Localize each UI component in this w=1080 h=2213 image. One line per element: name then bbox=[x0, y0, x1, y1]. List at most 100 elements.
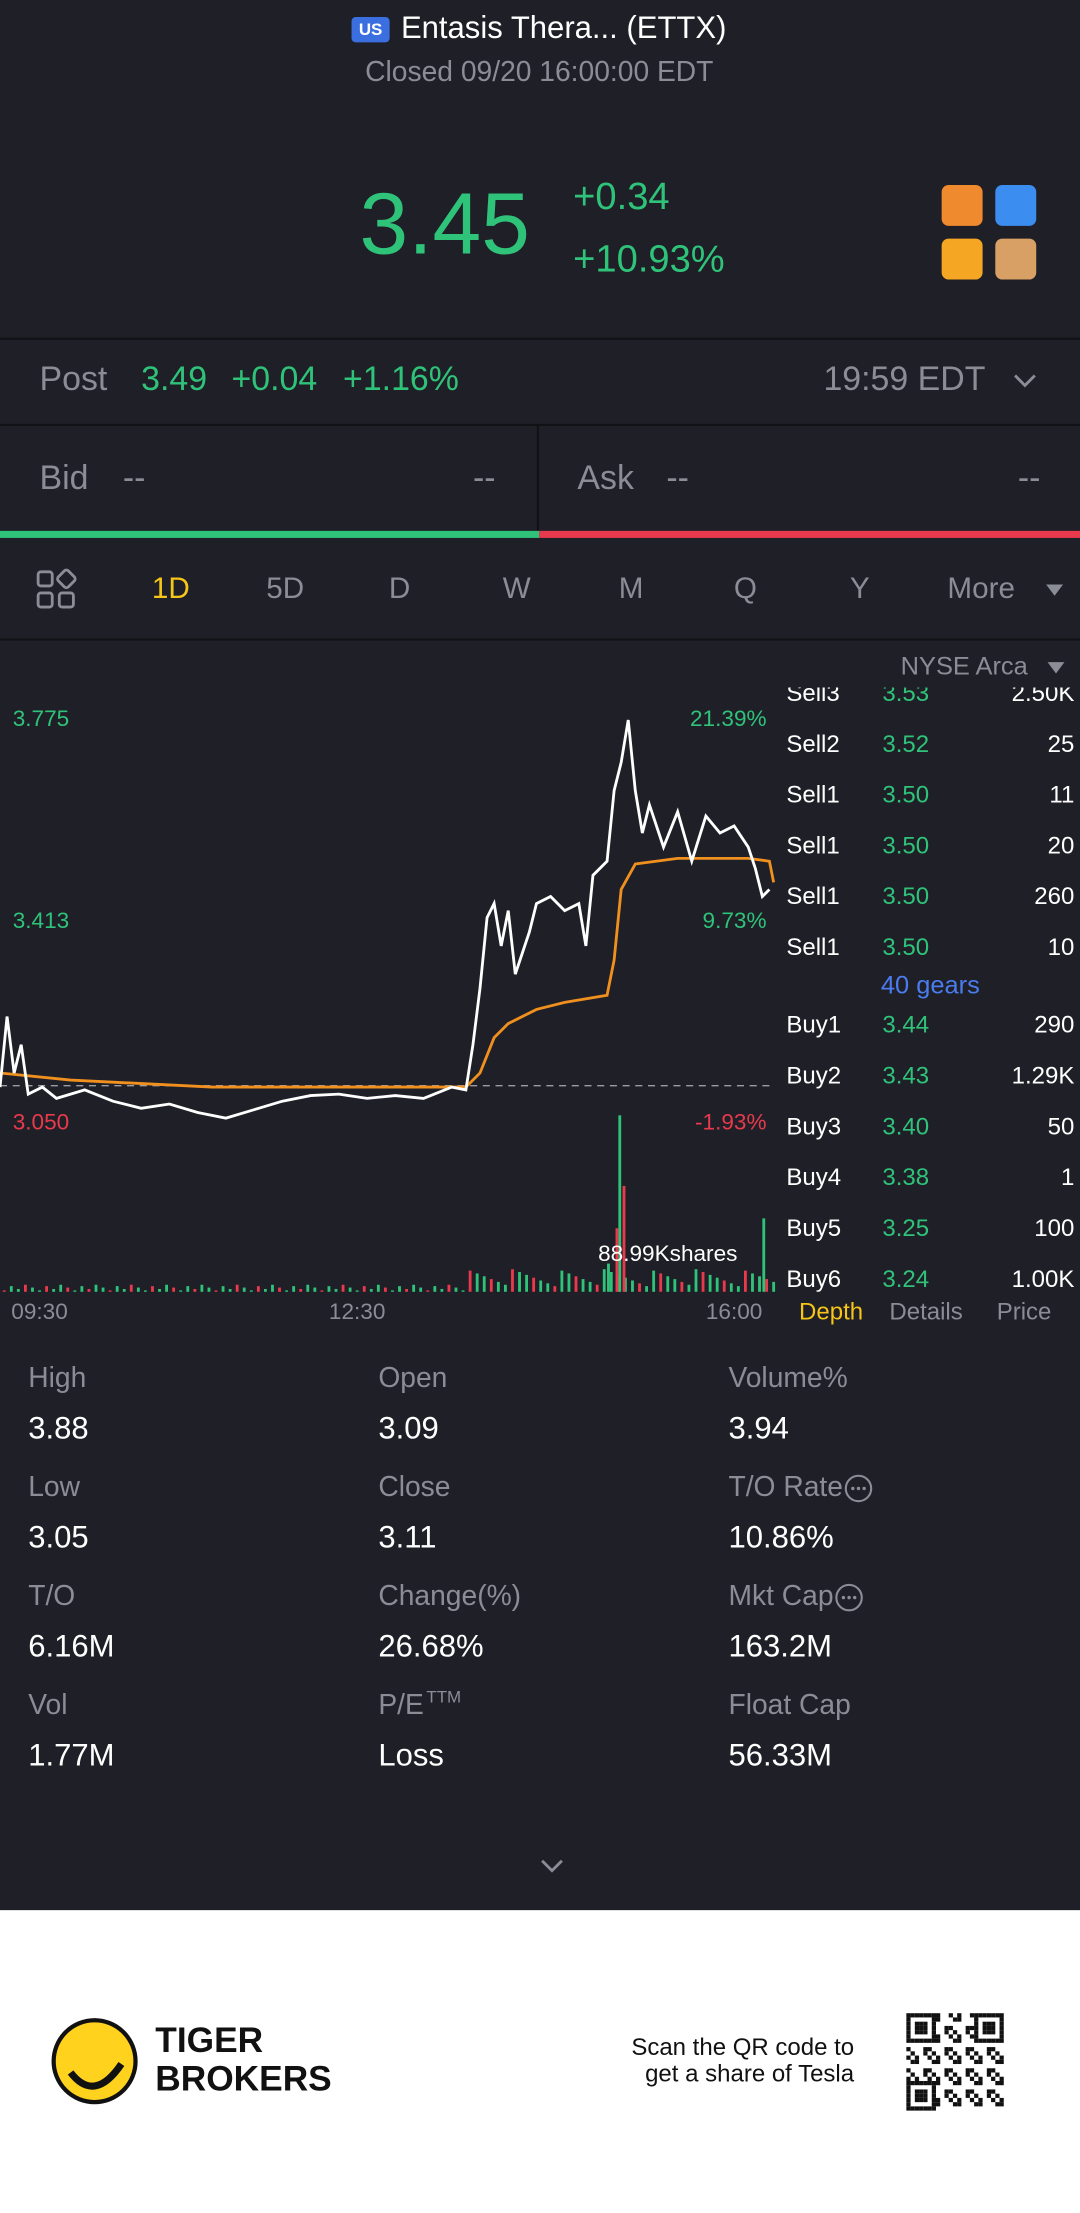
period-tab[interactable]: W bbox=[503, 572, 531, 605]
qr-module bbox=[952, 2093, 958, 2098]
book-size: 260 bbox=[1034, 883, 1074, 910]
exchange[interactable]: NYSE Arca bbox=[901, 653, 1029, 681]
volume-bar bbox=[419, 1287, 423, 1292]
exchange-arrow[interactable] bbox=[1047, 662, 1065, 674]
volume-bar bbox=[16, 1288, 20, 1292]
qr-module bbox=[999, 2034, 1004, 2039]
feature-icons[interactable] bbox=[941, 184, 1037, 280]
qr-module bbox=[919, 2013, 924, 2018]
volume-label: 88.99Kshares bbox=[598, 1241, 737, 1266]
book-label: Sell1 bbox=[786, 883, 839, 910]
layout-icon[interactable] bbox=[36, 568, 77, 609]
period-tab[interactable]: 1D bbox=[152, 572, 190, 605]
volume-bar bbox=[59, 1284, 63, 1292]
book-label: Sell1 bbox=[786, 934, 839, 961]
book-gears[interactable]: 40 gears bbox=[881, 972, 980, 1000]
qr-module bbox=[965, 2025, 970, 2031]
volume-bar bbox=[264, 1288, 267, 1292]
book-label: Buy5 bbox=[786, 1215, 841, 1242]
book-price: 3.50 bbox=[882, 883, 929, 910]
volume-bar bbox=[433, 1286, 437, 1292]
qr-module bbox=[957, 2097, 962, 2103]
stat-value: 1.77M bbox=[28, 1738, 114, 1773]
qr-module bbox=[923, 2080, 928, 2086]
stat-label: Open bbox=[378, 1361, 447, 1393]
qr-module bbox=[927, 2013, 932, 2018]
qr-module bbox=[914, 2093, 920, 2098]
volume-bar bbox=[24, 1284, 27, 1292]
book-price: 3.24 bbox=[882, 1266, 929, 1293]
volume-bar bbox=[179, 1290, 183, 1292]
book-tab[interactable]: Price bbox=[997, 1298, 1052, 1325]
stat-value: 163.2M bbox=[728, 1629, 832, 1664]
promo-line: Scan the QR code to bbox=[631, 2034, 854, 2061]
book-size: 2.50K bbox=[1012, 680, 1075, 707]
qr-module bbox=[948, 2068, 953, 2073]
qr-module bbox=[927, 2076, 932, 2081]
period-tab[interactable]: 5D bbox=[266, 572, 304, 605]
qr-module bbox=[906, 2034, 911, 2039]
more-arrow[interactable] bbox=[1046, 584, 1064, 596]
volume-bar bbox=[645, 1286, 648, 1292]
stat-value: 10.86% bbox=[728, 1519, 833, 1554]
volume-bar bbox=[376, 1284, 380, 1292]
qr-module bbox=[965, 2030, 970, 2035]
qr-module bbox=[919, 2089, 924, 2094]
qr-module bbox=[927, 2080, 932, 2086]
qr-module bbox=[936, 2034, 941, 2039]
volume-bar bbox=[518, 1272, 521, 1292]
period-tab[interactable]: Y bbox=[850, 572, 870, 605]
qr-module bbox=[936, 2097, 941, 2103]
volume-bar bbox=[235, 1284, 239, 1292]
volume-bar bbox=[461, 1290, 465, 1292]
qr-module bbox=[923, 2106, 928, 2111]
volume-bar bbox=[355, 1290, 359, 1292]
volume-bar bbox=[475, 1273, 479, 1292]
qr-module bbox=[927, 2055, 932, 2060]
ask-label: Ask bbox=[577, 459, 634, 497]
period-tab[interactable]: Q bbox=[734, 572, 757, 605]
post-chevron[interactable] bbox=[1014, 374, 1036, 388]
volume-bar bbox=[539, 1280, 543, 1292]
book-tab[interactable]: Details bbox=[889, 1298, 962, 1325]
volume-bar bbox=[327, 1286, 331, 1292]
qr-module bbox=[906, 2047, 911, 2052]
info-icon[interactable] bbox=[835, 1583, 863, 1612]
volume-bar bbox=[659, 1273, 663, 1292]
qr-module bbox=[910, 2072, 915, 2077]
qr-module bbox=[978, 2055, 983, 2060]
volume-bar bbox=[101, 1287, 105, 1292]
period-tab[interactable]: More bbox=[947, 572, 1015, 605]
volume-bar bbox=[122, 1288, 126, 1292]
volume-bar bbox=[214, 1290, 218, 1292]
qr-module bbox=[906, 2076, 911, 2081]
info-icon[interactable] bbox=[844, 1474, 873, 1503]
qr-module bbox=[906, 2093, 911, 2098]
qr-module bbox=[919, 2030, 924, 2035]
volume-bar bbox=[391, 1290, 394, 1292]
volume-bar bbox=[129, 1284, 133, 1292]
period-tab[interactable]: M bbox=[619, 572, 644, 605]
price-change: +0.34 bbox=[573, 176, 669, 218]
stat-label: High bbox=[28, 1361, 86, 1393]
brand-line: BROKERS bbox=[155, 2059, 331, 2098]
qr-module bbox=[999, 2097, 1004, 2103]
book-size: 20 bbox=[1048, 832, 1075, 859]
book-size: 11 bbox=[1049, 782, 1074, 809]
bid-price: -- bbox=[123, 459, 146, 497]
qr-module bbox=[965, 2072, 970, 2077]
book-tab[interactable]: Depth bbox=[799, 1298, 863, 1325]
volume-bar bbox=[602, 1269, 606, 1292]
book-price: 3.50 bbox=[882, 934, 929, 961]
expand-chevron[interactable] bbox=[541, 1859, 563, 1873]
period-tab[interactable]: D bbox=[389, 572, 410, 605]
qr-module bbox=[936, 2038, 941, 2043]
info-dot bbox=[841, 1595, 846, 1600]
qr-module bbox=[923, 2097, 928, 2103]
qr-module bbox=[936, 2013, 941, 2018]
qr-module bbox=[974, 2059, 979, 2065]
qr-module bbox=[936, 2102, 941, 2107]
book-price: 3.50 bbox=[882, 782, 929, 809]
qr-module bbox=[969, 2089, 975, 2094]
qr-module bbox=[952, 2080, 958, 2086]
